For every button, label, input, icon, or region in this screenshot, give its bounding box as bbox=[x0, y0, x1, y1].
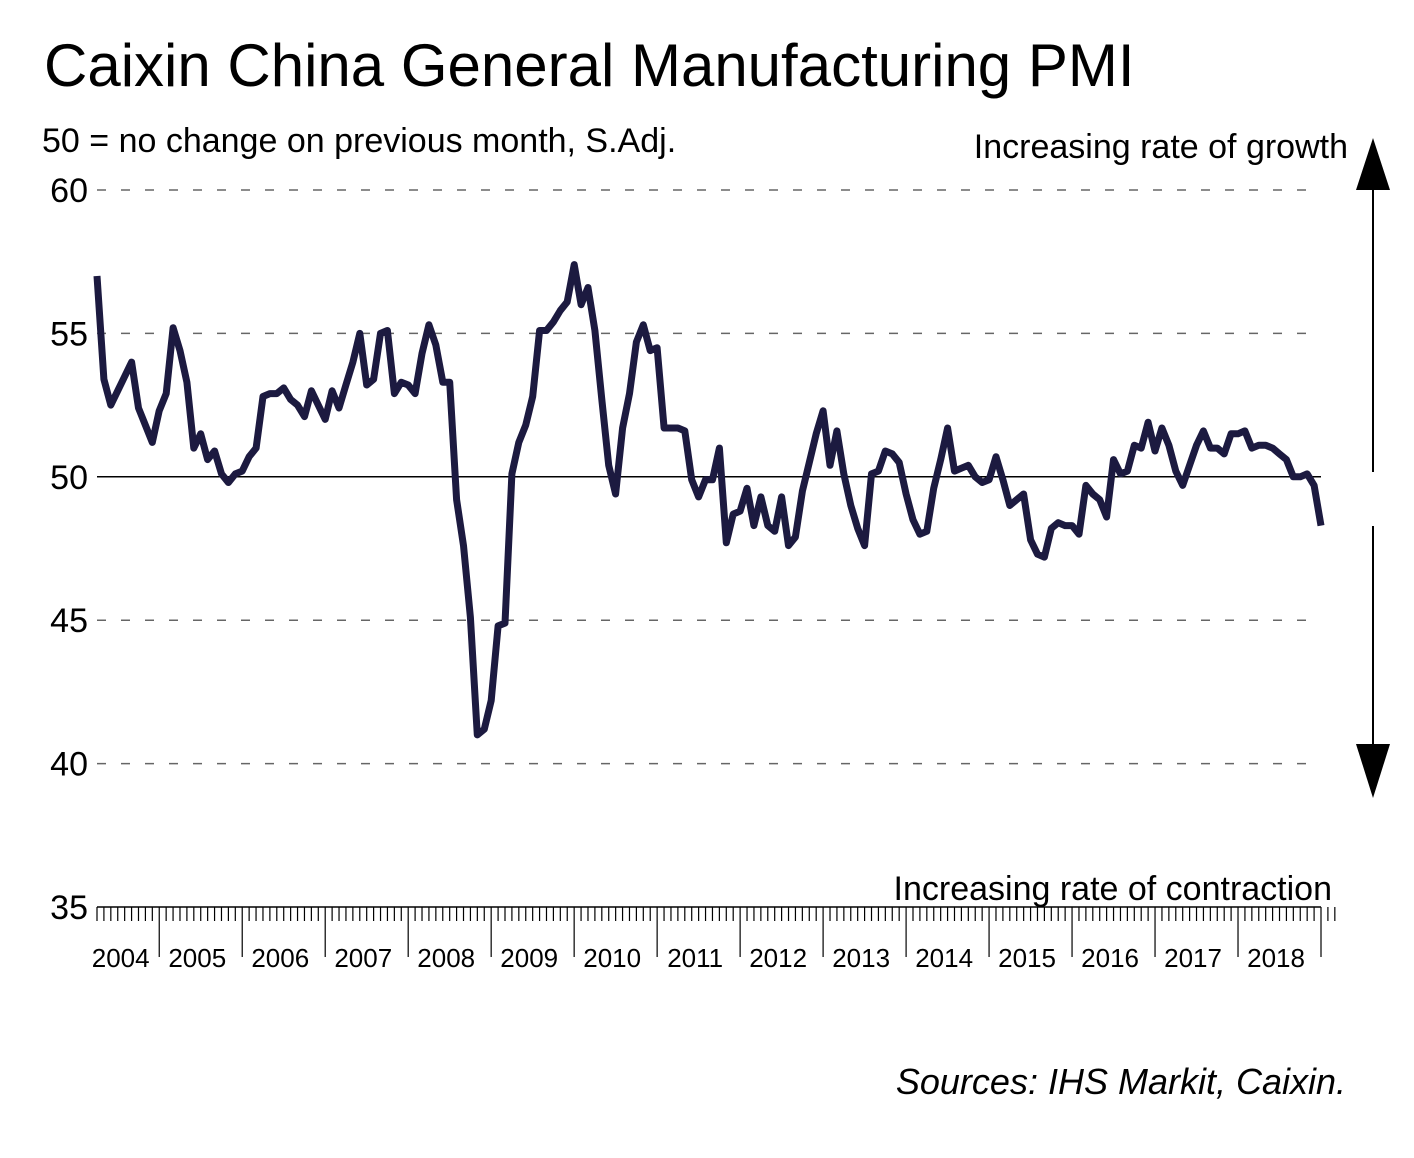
growth-annotation: Increasing rate of growth bbox=[974, 128, 1348, 166]
x-tick-label: 2012 bbox=[749, 943, 807, 973]
x-tick-label: 2005 bbox=[168, 943, 226, 973]
down-arrow-icon bbox=[1356, 744, 1390, 798]
chart-subtitle: 50 = no change on previous month, S.Adj. bbox=[42, 122, 676, 160]
pmi-series-line bbox=[93, 261, 1325, 739]
x-tick-label: 2009 bbox=[500, 943, 558, 973]
y-tick-label: 50 bbox=[50, 459, 88, 497]
contraction-annotation: Increasing rate of contraction bbox=[894, 870, 1332, 908]
y-tick-label: 55 bbox=[50, 315, 88, 353]
y-tick-label: 60 bbox=[50, 172, 88, 210]
series-group bbox=[93, 261, 1325, 739]
y-tick-label: 40 bbox=[50, 746, 88, 784]
y-tick-label: 35 bbox=[50, 889, 88, 927]
contraction-arrow bbox=[1356, 526, 1390, 798]
x-tick-label: 2016 bbox=[1081, 943, 1139, 973]
x-tick-label: 2017 bbox=[1164, 943, 1222, 973]
x-tick-label: 2008 bbox=[417, 943, 475, 973]
x-tick-label: 2011 bbox=[667, 943, 723, 973]
y-tick-label: 45 bbox=[50, 602, 88, 640]
x-tick-label: 2006 bbox=[251, 943, 309, 973]
x-tick-label: 2014 bbox=[915, 943, 973, 973]
chart-title: Caixin China General Manufacturing PMI bbox=[44, 32, 1135, 99]
x-tick-label: 2007 bbox=[334, 943, 392, 973]
up-arrow-icon bbox=[1356, 138, 1390, 190]
x-tick-label: 2004 bbox=[92, 943, 150, 973]
growth-arrow bbox=[1356, 138, 1390, 472]
source-note: Sources: IHS Markit, Caixin. bbox=[896, 1061, 1346, 1102]
y-axis-ticks: 60 55 50 45 40 35 bbox=[50, 172, 88, 927]
x-axis: 2004 2005 2006 2007 2008 2009 2010 2011 2012 2013… bbox=[92, 906, 1336, 973]
x-tick-label: 2010 bbox=[583, 943, 641, 973]
x-tick-label: 2018 bbox=[1247, 943, 1305, 973]
x-tick-label: 2015 bbox=[998, 943, 1056, 973]
x-tick-label: 2013 bbox=[832, 943, 890, 973]
